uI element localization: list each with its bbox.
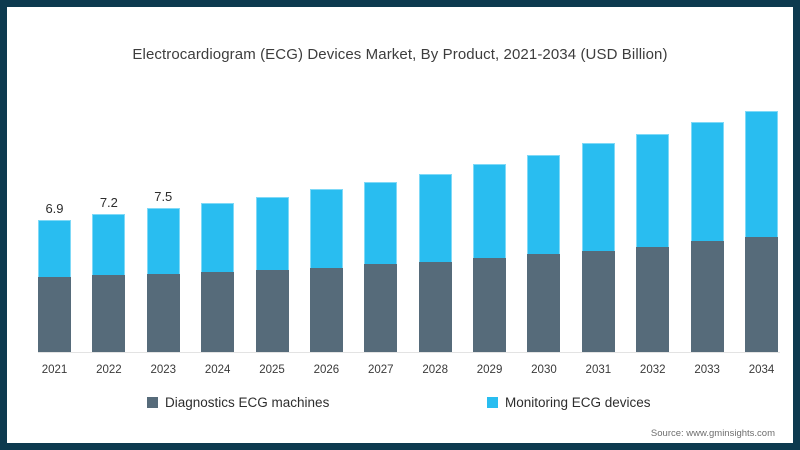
bar-group [527,154,561,352]
bar-segment-diagnostics[interactable] [38,277,71,352]
bar-group [309,189,343,352]
bar-value-label: 7.5 [154,189,173,205]
chart-canvas: Electrocardiogram (ECG) Devices Market, … [7,7,793,443]
bar-segment-monitoring[interactable] [364,181,398,264]
bar-group [255,196,289,352]
bar-segment-monitoring[interactable] [636,133,670,247]
bar-segment-monitoring[interactable] [690,122,724,241]
bar-segment-monitoring[interactable] [527,154,561,255]
x-axis-tick-label: 2031 [585,364,612,376]
bar-segment-monitoring[interactable] [92,214,126,276]
x-axis-tick-label: 2032 [639,364,666,376]
bar-segment-monitoring[interactable] [745,110,778,238]
bar-segment-diagnostics[interactable] [473,258,507,352]
x-axis-tick-label: 2030 [531,364,557,376]
bar-segment-diagnostics[interactable] [636,246,670,352]
bar-segment-diagnostics[interactable] [201,271,235,352]
legend-item-monitoring[interactable]: Monitoring ECG devices [487,395,651,410]
legend-item-diagnostics[interactable]: Diagnostics ECG machines [147,395,329,410]
bar-segment-monitoring[interactable] [473,164,507,259]
x-axis-tick-label: 2024 [204,364,231,376]
x-axis-tick-label: 2027 [368,364,394,376]
bar-segment-diagnostics[interactable] [745,237,778,352]
bar-group: 7.5 [146,189,180,352]
bar-segment-diagnostics[interactable] [309,267,343,352]
chart-legend: Diagnostics ECG machines Monitoring ECG … [7,395,793,417]
bar-segment-monitoring[interactable] [146,208,180,274]
x-axis-tick-label: 2025 [259,364,285,376]
source-attribution: Source: www.gminsights.com [650,428,775,439]
x-axis-tick-label: 2022 [96,364,122,376]
bar-value-label: 7.2 [99,195,118,211]
legend-label-diagnostics: Diagnostics ECG machines [165,395,330,410]
bar-segment-monitoring[interactable] [38,219,71,278]
bar-segment-monitoring[interactable] [309,189,343,268]
bar-segment-diagnostics[interactable] [255,269,289,352]
bar-group [636,133,670,352]
bar-segment-monitoring[interactable] [255,196,289,270]
x-axis-tick-label: 2033 [694,364,720,376]
bar-group: 7.2 [92,195,126,352]
legend-label-monitoring: Monitoring ECG devices [505,395,651,410]
bar-value-label: 6.9 [45,200,64,216]
bar-segment-diagnostics[interactable] [146,273,180,352]
x-axis-tick-label: 2029 [476,364,503,376]
bar-group [690,122,724,352]
bar-segment-diagnostics[interactable] [527,254,561,352]
x-axis-tick-label: 2023 [150,364,177,376]
chart-title: Electrocardiogram (ECG) Devices Market, … [132,46,668,63]
bar-segment-diagnostics[interactable] [418,262,452,352]
x-axis-tick-label: 2026 [313,364,340,376]
bar-group [745,110,778,352]
bar-segment-diagnostics[interactable] [92,275,126,352]
bar-group [364,181,398,352]
x-axis-line [38,352,780,353]
bar-group [418,173,452,352]
bar-group [473,164,507,352]
bar-segment-monitoring[interactable] [201,202,235,272]
bar-segment-diagnostics[interactable] [690,240,724,352]
legend-swatch-diagnostics [147,397,158,408]
bar-segment-diagnostics[interactable] [581,250,615,352]
x-axis-tick-label: 2034 [748,364,775,376]
bar-segment-diagnostics[interactable] [364,263,398,352]
bar-segment-monitoring[interactable] [581,143,615,251]
bar-group [581,143,615,352]
bar-segment-monitoring[interactable] [418,173,452,262]
bar-group [201,202,235,352]
x-axis-tick-label: 2028 [422,364,448,376]
x-axis-tick-label: 2021 [41,364,68,376]
bar-group: 6.9 [38,201,71,352]
legend-swatch-monitoring [487,397,498,408]
plot-area: 6.9 2021 7.2 2022 7.5 2023 2024 2025 2026 2027 202… [38,7,778,376]
